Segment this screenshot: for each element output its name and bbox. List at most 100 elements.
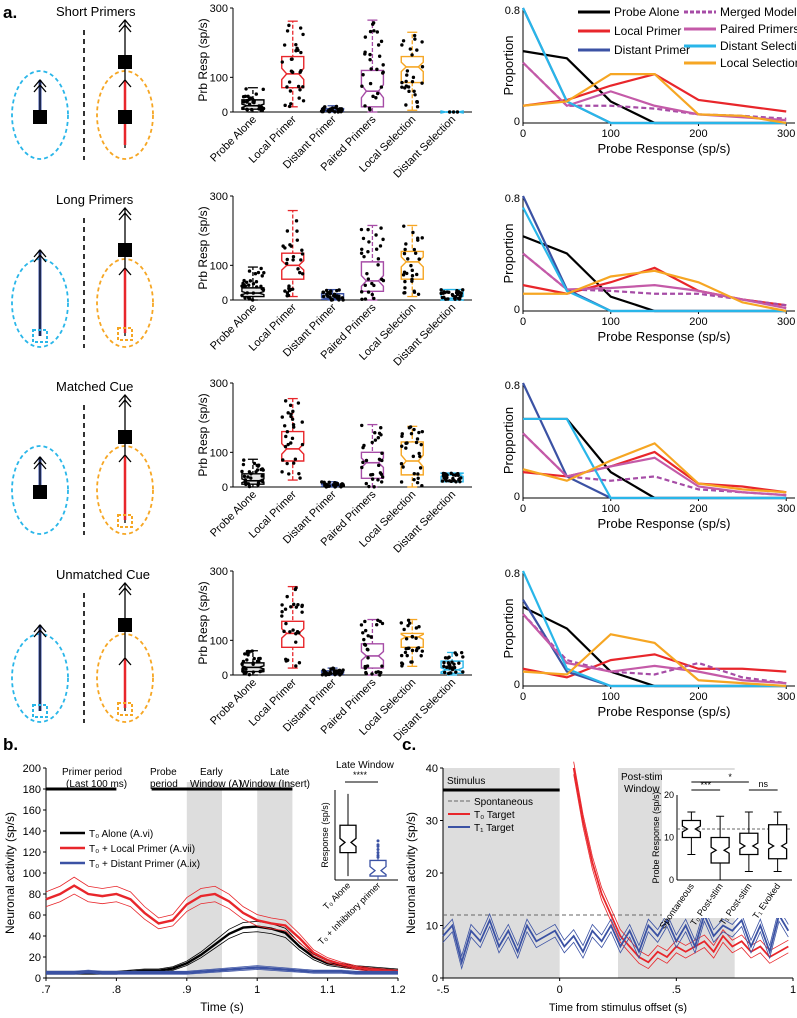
inset-box: [767, 824, 788, 860]
series-line: [522, 613, 787, 685]
box: [360, 19, 385, 113]
schematic: [11, 582, 154, 723]
data-point: [404, 446, 408, 450]
data-point: [377, 54, 382, 58]
box: [280, 397, 305, 481]
data-point: [374, 247, 379, 251]
data-point: [294, 42, 298, 47]
y-axis-label: Prb Resp (sp/s): [196, 393, 210, 476]
data-point: [260, 669, 265, 673]
y-tick-label: 0.8: [505, 193, 520, 205]
data-point: [410, 634, 415, 639]
box-body: [400, 55, 424, 84]
outlier-point: [376, 843, 380, 847]
y-axis-label: Neuronal activity (sp/s): [3, 812, 17, 934]
receptive-field-ellipse: [11, 445, 69, 535]
data-point: [379, 85, 384, 89]
y-tick-label: 0.8: [505, 5, 520, 17]
box: [440, 471, 464, 484]
square-icon: [118, 243, 132, 257]
series-line: [522, 206, 787, 313]
data-point: [320, 480, 324, 484]
data-point: [380, 664, 384, 668]
data-point: [411, 230, 415, 235]
series-line: [522, 432, 787, 497]
legend-label: Local Selection: [720, 56, 797, 70]
y-tick-label: 100: [23, 868, 41, 880]
data-point: [285, 430, 290, 434]
data-point: [289, 244, 293, 248]
data-point: [327, 672, 331, 677]
data-point: [338, 672, 343, 676]
data-point: [442, 664, 446, 669]
data-point: [325, 484, 329, 489]
square-icon: [117, 702, 133, 716]
error-band: [573, 774, 789, 970]
data-point: [420, 429, 425, 434]
data-point: [359, 290, 364, 294]
square-icon: [118, 618, 132, 632]
histogram: 0 0.8 0 100 200 300 Probe Response (sp/s) Propo…: [501, 193, 795, 344]
y-tick-label: 40: [29, 931, 41, 943]
y-axis-label: Prb Resp (sp/s): [196, 206, 210, 289]
schematic: [11, 19, 154, 160]
data-point: [246, 482, 251, 486]
data-point: [324, 288, 329, 293]
data-point: [447, 290, 451, 294]
data-point: [241, 106, 245, 111]
error-band: [45, 876, 399, 971]
annotation: Window (A): [190, 779, 242, 790]
data-point: [446, 661, 451, 665]
y-tick-label: 20: [29, 952, 41, 964]
data-point: [372, 29, 376, 33]
square-icon: [32, 329, 48, 343]
data-point: [253, 272, 258, 276]
box: [400, 224, 424, 298]
data-point: [249, 107, 254, 112]
data-point: [450, 667, 455, 672]
y-tick-label: 0: [222, 482, 228, 494]
data-point: [364, 458, 369, 463]
y-tick-label: 0: [514, 116, 520, 128]
panel-a-label: a.: [3, 3, 17, 22]
y-axis-label: Proportion: [501, 224, 516, 284]
inset-box: [681, 819, 702, 839]
error-band: [45, 893, 399, 974]
data-point: [450, 292, 455, 297]
data-point: [442, 295, 446, 300]
data-point: [374, 96, 378, 100]
x-tick-label: 200: [689, 128, 707, 140]
data-point: [420, 236, 424, 240]
arrow-head-icon: [118, 207, 132, 216]
y-axis-label: Prb Resp (sp/s): [196, 18, 210, 101]
data-point: [360, 465, 364, 470]
data-point: [286, 442, 290, 447]
series-line: [523, 269, 787, 313]
data-point: [405, 653, 409, 658]
data-point: [363, 664, 367, 669]
late-window-shade: [257, 782, 293, 978]
data-point: [327, 480, 331, 484]
legend: Probe Alone Local Primer Distant Primer Mer…: [578, 5, 797, 70]
data-point: [289, 102, 293, 106]
series-line: [46, 966, 398, 974]
data-point: [283, 607, 288, 611]
data-point: [369, 635, 373, 639]
data-point: [417, 430, 421, 435]
box: [319, 104, 345, 114]
y-tick-label: 0: [222, 107, 228, 119]
error-band: [46, 965, 398, 972]
data-point: [400, 85, 404, 89]
x-tick-label: .8: [112, 984, 121, 996]
data-point: [262, 271, 266, 275]
data-point: [450, 660, 454, 664]
data-point: [364, 672, 369, 676]
data-point: [290, 417, 295, 421]
data-point: [261, 288, 266, 292]
panel-b: b. 0 20 40 60 80 100 120 140 160 180 200 .7 .8 .9 1 1.1 1…: [3, 735, 406, 1014]
data-point: [243, 94, 248, 99]
legend-label: Paired Primers: [720, 22, 797, 36]
